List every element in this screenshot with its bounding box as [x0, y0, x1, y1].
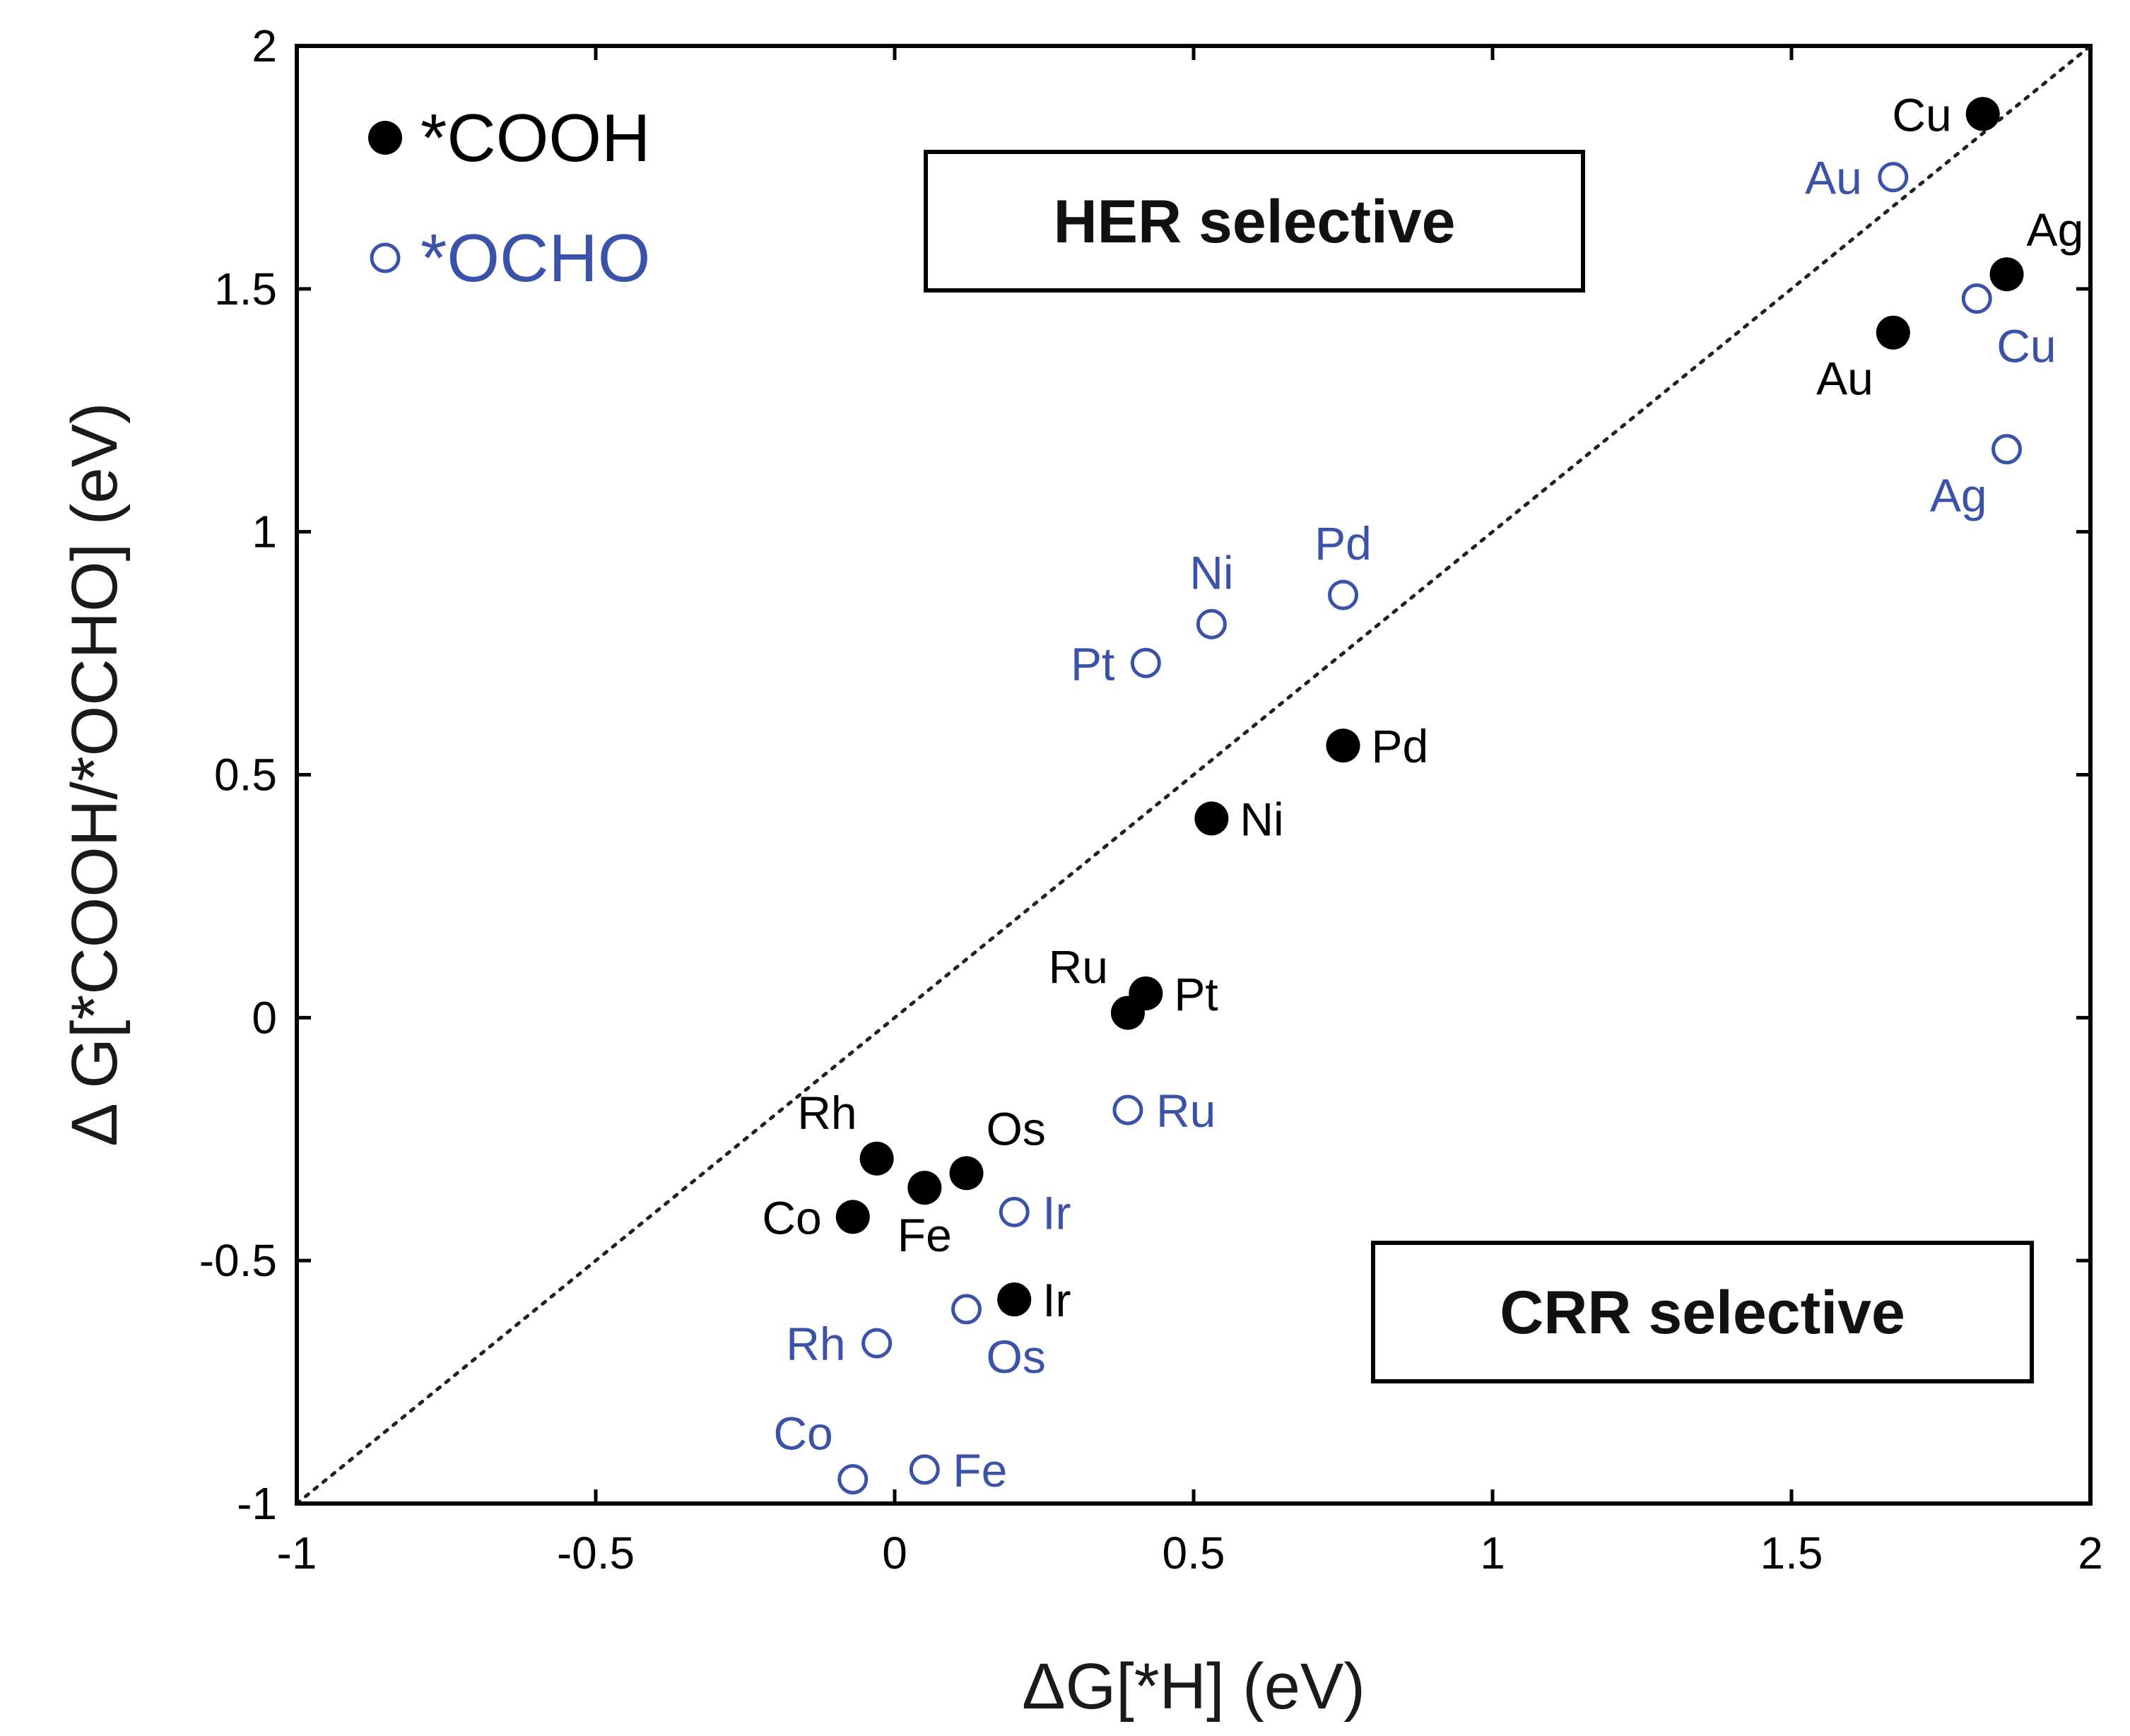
point-label-cooh-rh: Rh	[797, 1087, 857, 1139]
series-cooh: Cu Ag Au Pd Ni Pt Ru Os Fe Rh Co Ir	[762, 88, 2083, 1326]
point-label-cooh-ir: Ir	[1042, 1274, 1071, 1326]
point-ocho-cu	[1961, 283, 1992, 314]
legend-marker-cooh	[368, 121, 402, 155]
point-label-ocho-au: Au	[1805, 152, 1862, 204]
legend-marker-ocho	[370, 242, 401, 273]
point-label-cooh-au: Au	[1816, 353, 1873, 405]
data-points: Cu Ag Au Pd Ni Pt Ru Os Fe Rh Co Ir Au Cu Ag Pd Ni Pt Ru Ir…	[762, 88, 2083, 1496]
point-label-cooh-ni: Ni	[1240, 793, 1283, 845]
point-label-ocho-ag: Ag	[1930, 469, 1987, 521]
point-label-ocho-co: Co	[773, 1407, 832, 1460]
point-label-cooh-pd: Pd	[1372, 720, 1429, 772]
point-ocho-ir	[999, 1196, 1030, 1227]
point-ocho-pd	[1328, 579, 1358, 610]
x-tick-label: 1.5	[1760, 1528, 1823, 1578]
x-tick-label: 0	[882, 1528, 907, 1578]
x-tick-label: 0.5	[1163, 1528, 1225, 1578]
point-label-cooh-cu: Cu	[1892, 88, 1951, 141]
point-cooh-pd	[1326, 728, 1360, 763]
point-label-ocho-rh: Rh	[786, 1318, 845, 1370]
point-label-ocho-pd: Pd	[1314, 517, 1372, 569]
y-tick-label: -0.5	[199, 1235, 277, 1286]
point-cooh-ag	[1989, 257, 2024, 292]
legend-label-cooh: *COOH	[420, 100, 650, 176]
point-label-cooh-pt: Pt	[1174, 968, 1218, 1020]
legend: *COOH *OCHO	[368, 100, 650, 296]
point-label-cooh-co: Co	[762, 1191, 821, 1244]
point-cooh-ru	[1110, 996, 1145, 1030]
point-label-ocho-os: Os	[987, 1330, 1046, 1383]
reference-line-layer	[295, 44, 2093, 1506]
point-cooh-cu	[1965, 97, 2000, 131]
point-cooh-au	[1876, 315, 1910, 350]
parity-line	[295, 44, 2093, 1506]
y-tick-label: 0.5	[214, 750, 277, 801]
annotation-label-her: HER selective	[1054, 188, 1456, 256]
point-ocho-au	[1878, 162, 1909, 193]
point-ocho-ni	[1196, 608, 1227, 639]
x-tick-label: -1	[277, 1528, 317, 1578]
point-ocho-fe	[909, 1454, 940, 1485]
point-label-ocho-fe: Fe	[953, 1444, 1007, 1496]
point-label-ocho-ru: Ru	[1156, 1085, 1216, 1137]
point-ocho-os	[951, 1294, 982, 1325]
y-tick-label: -1	[237, 1478, 277, 1529]
annotation-label-crr: CRR selective	[1500, 1279, 1905, 1347]
point-ocho-ru	[1112, 1094, 1143, 1126]
annotation-box-her	[924, 150, 1585, 293]
x-tick-label: 1	[1480, 1528, 1505, 1578]
y-tick-label: 2	[252, 20, 277, 71]
point-label-cooh-ag: Ag	[2027, 203, 2084, 256]
point-cooh-rh	[859, 1141, 894, 1176]
point-ocho-ag	[1991, 434, 2023, 465]
annotation-box-crr	[1371, 1241, 2034, 1383]
point-cooh-co	[835, 1200, 870, 1234]
legend-label-ocho: *OCHO	[420, 220, 650, 296]
point-cooh-fe	[907, 1171, 942, 1205]
y-axis-title: Δ G[*COOH/*OCHO] (eV)	[59, 402, 131, 1146]
point-label-ocho-pt: Pt	[1071, 637, 1114, 690]
x-axis-title: ΔG[*H] (eV)	[1022, 1651, 1365, 1723]
y-tick-label: 0	[252, 992, 277, 1043]
point-label-cooh-fe: Fe	[898, 1209, 952, 1261]
annotations: HER selective CRR selective	[924, 150, 2034, 1383]
point-cooh-os	[949, 1156, 984, 1191]
axis-ticks: -1 -0.5 0 0.5 1 1.5 2 -1 -0.5 0 0.5 1 1.5 2	[199, 20, 2103, 1578]
point-ocho-pt	[1130, 647, 1161, 678]
point-label-cooh-ru: Ru	[1049, 940, 1108, 993]
point-label-cooh-os: Os	[987, 1102, 1046, 1155]
point-label-ocho-cu: Cu	[1996, 320, 2056, 372]
point-cooh-ni	[1194, 801, 1229, 836]
y-tick-label: 1.5	[214, 264, 277, 314]
x-tick-label: 2	[2078, 1528, 2103, 1578]
point-ocho-co	[837, 1464, 869, 1495]
y-tick-label: 1	[252, 507, 277, 557]
point-label-ocho-ir: Ir	[1042, 1186, 1071, 1239]
point-ocho-rh	[861, 1328, 893, 1359]
point-label-ocho-ni: Ni	[1189, 546, 1233, 598]
x-tick-label: -0.5	[557, 1528, 635, 1578]
point-cooh-ir	[997, 1282, 1032, 1317]
